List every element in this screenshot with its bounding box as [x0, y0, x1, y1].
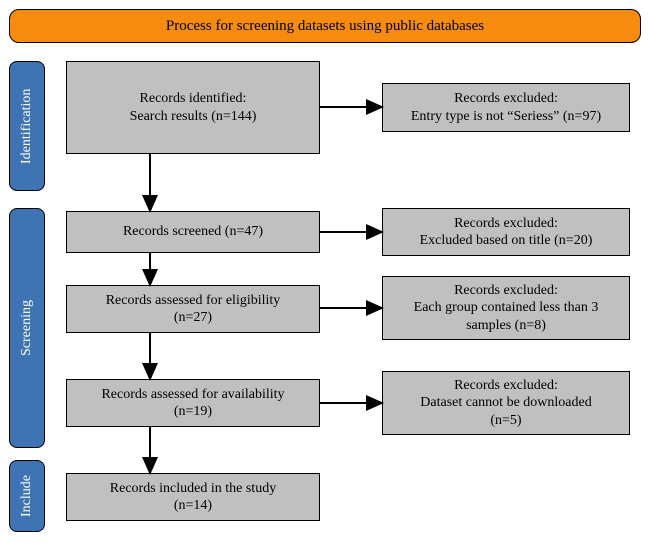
- flow-box-text: Records included in the study (n=14): [110, 480, 276, 515]
- flow-box-text: Records assessed for availability (n=19): [101, 386, 284, 421]
- flow-box-screened: Records screened (n=47): [66, 211, 320, 253]
- flow-box-text: Records excluded: Excluded based on titl…: [420, 215, 593, 250]
- flowchart-title: Process for screening datasets using pub…: [9, 9, 641, 43]
- flow-box-text: Records assessed for eligibility (n=27): [106, 292, 281, 327]
- phase-label: Identification: [9, 61, 45, 191]
- flow-box-excl3: Records excluded: Each group contained l…: [382, 276, 630, 340]
- flow-box-excl1: Records excluded: Entry type is not “Ser…: [382, 83, 630, 132]
- flow-box-text: Records identified: Search results (n=14…: [130, 90, 257, 125]
- flow-box-text: Records excluded: Dataset cannot be down…: [420, 377, 591, 430]
- flow-box-included: Records included in the study (n=14): [66, 473, 320, 521]
- flow-box-excl2: Records excluded: Excluded based on titl…: [382, 208, 630, 256]
- phase-label-text: Identification: [19, 88, 35, 163]
- flow-box-text: Records excluded: Each group contained l…: [414, 282, 599, 335]
- phase-label-text: Include: [19, 475, 35, 517]
- phase-label: Screening: [9, 208, 45, 448]
- phase-label: Include: [9, 460, 45, 532]
- flow-box-text: Records excluded: Entry type is not “Ser…: [411, 90, 601, 125]
- flow-box-identified: Records identified: Search results (n=14…: [66, 61, 320, 154]
- flow-box-availability: Records assessed for availability (n=19): [66, 379, 320, 427]
- phase-label-text: Screening: [19, 300, 35, 356]
- flow-box-eligibility: Records assessed for eligibility (n=27): [66, 285, 320, 333]
- flowchart-canvas: Process for screening datasets using pub…: [0, 0, 652, 543]
- flowchart-title-text: Process for screening datasets using pub…: [166, 18, 484, 35]
- flow-box-text: Records screened (n=47): [123, 223, 263, 241]
- flow-box-excl4: Records excluded: Dataset cannot be down…: [382, 371, 630, 435]
